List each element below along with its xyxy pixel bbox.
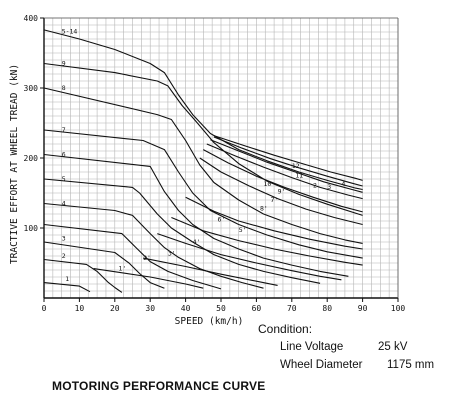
line-voltage-row: Line Voltage 25 kV bbox=[280, 341, 450, 357]
x-tick-label: 60 bbox=[252, 304, 262, 313]
series-line-7p bbox=[199, 157, 363, 226]
notch-label: 6' bbox=[217, 216, 225, 224]
notch-label: 4' bbox=[193, 238, 201, 246]
y-tick-label: 300 bbox=[24, 84, 39, 93]
series-line-9 bbox=[43, 62, 363, 216]
series-line-5 bbox=[43, 178, 321, 284]
x-tick-label: 0 bbox=[42, 304, 47, 313]
wheel-diameter-row: Wheel Diameter 1175 mm bbox=[280, 359, 455, 375]
wheel-diameter-label: Wheel Diameter bbox=[280, 359, 363, 371]
series-line-12 bbox=[213, 135, 363, 181]
line-voltage-label: Line Voltage bbox=[280, 341, 344, 353]
x-tick-label: 50 bbox=[216, 304, 226, 313]
notch-label: 7 bbox=[62, 126, 66, 134]
notch-label: 8 bbox=[62, 84, 66, 92]
notch-label: 3 bbox=[62, 235, 66, 243]
notch-label: 5-14 bbox=[62, 27, 78, 35]
notch-label: 9' bbox=[278, 188, 286, 196]
condition-title: Condition: bbox=[258, 322, 313, 336]
notch-label: 1' bbox=[118, 265, 126, 273]
grid-lines bbox=[43, 17, 399, 299]
x-tick-label: 90 bbox=[358, 304, 368, 313]
series-line-6 bbox=[43, 153, 349, 277]
y-tick-label: 100 bbox=[24, 224, 39, 233]
x-axis-title: SPEED (km/h) bbox=[175, 316, 244, 327]
chart-svg: 0 10 20 30 40 50 60 70 80 90 100 100 200 300 400 SPEED … bbox=[9, 14, 406, 327]
series-line-3p bbox=[142, 257, 278, 286]
notch-label: 9 bbox=[62, 60, 66, 68]
motoring-performance-chart: 0 10 20 30 40 50 60 70 80 90 100 100 200 300 400 SPEED … bbox=[9, 14, 406, 327]
x-tick-label: 30 bbox=[145, 304, 155, 313]
notch-label: 1 bbox=[65, 275, 69, 283]
x-tick-label: 20 bbox=[110, 304, 120, 313]
line-voltage-value: 25 kV bbox=[378, 341, 408, 353]
series-line-4 bbox=[43, 202, 264, 289]
series-line-6p bbox=[185, 196, 363, 250]
notch-label: 4 bbox=[341, 180, 345, 188]
x-tick-label: 10 bbox=[75, 304, 85, 313]
notch-label: 4 bbox=[62, 200, 66, 208]
notch-label: 8' bbox=[260, 205, 268, 213]
notch-label: 7' bbox=[271, 196, 279, 204]
series-line-3 bbox=[43, 241, 165, 289]
notch-label: 3 bbox=[327, 183, 331, 191]
series-line-10 bbox=[210, 139, 363, 193]
series-line-2 bbox=[43, 258, 123, 293]
x-tick-label: 80 bbox=[322, 304, 332, 313]
series-line-11 bbox=[213, 136, 363, 187]
series-line-2p bbox=[43, 223, 222, 290]
chart-caption: MOTORING PERFORMANCE CURVE bbox=[52, 379, 266, 393]
series-line-1p bbox=[93, 268, 204, 289]
notch-label: 12 bbox=[292, 162, 300, 170]
notch-label: 5' bbox=[239, 226, 247, 234]
y-tick-label: 200 bbox=[24, 154, 39, 163]
wheel-diameter-value: 1175 mm bbox=[387, 359, 435, 371]
notch-label: 10 bbox=[263, 180, 271, 188]
x-tick-label: 70 bbox=[287, 304, 297, 313]
series-line-1 bbox=[43, 282, 91, 293]
series-line-9p bbox=[206, 143, 363, 200]
notch-label: 6 bbox=[62, 151, 66, 159]
series-line-5-14 bbox=[43, 29, 363, 191]
y-axis-title: TRACTIVE EFFORT AT WHEEL TREAD (kN) bbox=[9, 64, 20, 264]
notch-label: 2' bbox=[143, 254, 151, 262]
x-tick-label: 100 bbox=[391, 304, 406, 313]
notch-label: 2 bbox=[313, 181, 317, 189]
series-line-8p bbox=[203, 149, 363, 213]
series-line-7 bbox=[43, 129, 363, 259]
series-line-8 bbox=[43, 87, 363, 244]
x-tick-label: 40 bbox=[181, 304, 191, 313]
series-line-4p bbox=[157, 233, 342, 281]
y-tick-label: 400 bbox=[24, 14, 39, 23]
notch-label: 5 bbox=[62, 175, 66, 183]
notch-label: 2 bbox=[62, 252, 66, 260]
notch-label: 3' bbox=[168, 249, 176, 257]
notch-label: 11 bbox=[295, 172, 303, 180]
series-line-5p bbox=[171, 216, 363, 266]
